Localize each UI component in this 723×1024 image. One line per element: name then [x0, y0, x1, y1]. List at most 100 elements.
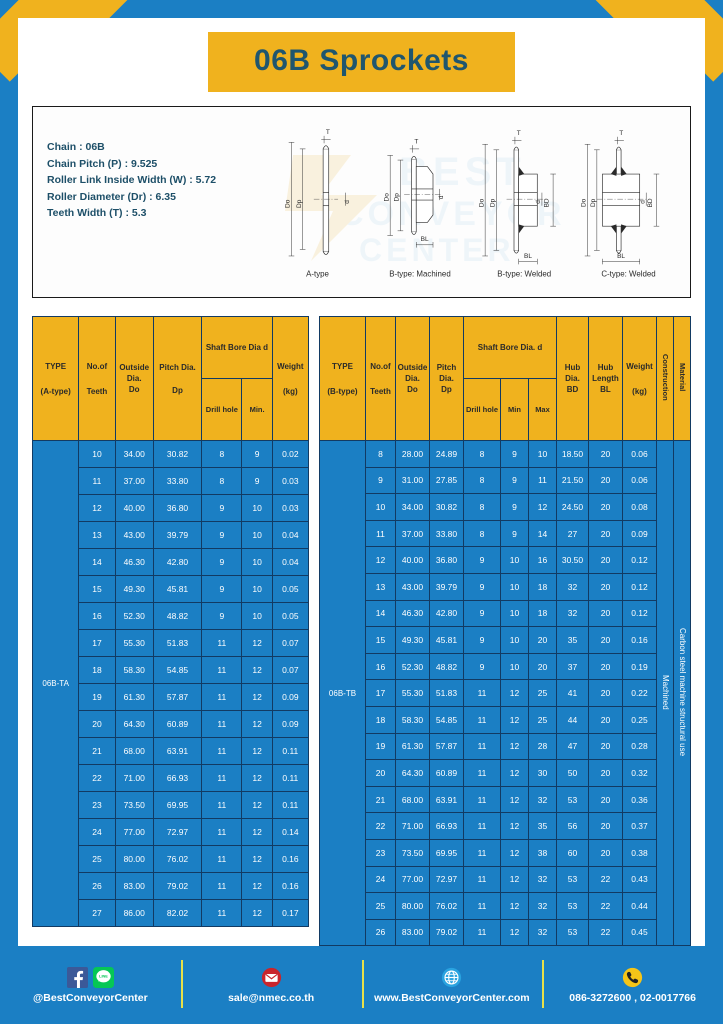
cell-bore-min: 9: [499, 466, 529, 495]
cell-hub-dia: 18.50: [556, 440, 589, 468]
svg-text:Do: Do: [285, 199, 292, 208]
cell-weight: 0.19: [622, 652, 657, 681]
th-b-min: Min: [499, 378, 529, 441]
cell-outside-dia: 46.30: [114, 548, 154, 576]
cell-hub-dia: 56: [556, 812, 589, 840]
th-b-pitch-sym: Dp: [441, 385, 452, 394]
th-b-hub-dia: Hub Dia. BD: [556, 316, 589, 441]
phone-icon[interactable]: [622, 967, 643, 988]
cell-outside-dia: 64.30: [394, 759, 430, 787]
facebook-icon[interactable]: [66, 966, 88, 988]
globe-icon[interactable]: [441, 967, 462, 988]
table-row: 15 49.30 45.81 9 10 0.05: [33, 575, 309, 603]
cell-weight: 0.43: [622, 865, 657, 894]
footer-item-phone[interactable]: 086-3272600 , 02-0017766: [542, 946, 723, 1024]
cell-bore-min: 12: [241, 899, 273, 927]
cell-bore-min: 9: [499, 493, 529, 521]
th-a-outside-sub: Dia.: [126, 374, 142, 383]
table-row: 18 58.30 54.85 11 12 25 44 20 0.25: [319, 705, 690, 734]
cell-hub-length: 20: [588, 493, 623, 521]
th-a-outside-label: Outside: [119, 363, 150, 372]
cell-outside-dia: 37.00: [114, 467, 154, 495]
cell-teeth: 10: [364, 493, 396, 521]
cell-pitch-dia: 79.02: [152, 872, 203, 900]
cell-hub-length: 20: [588, 572, 623, 601]
cell-bore-min: 9: [241, 440, 273, 468]
cell-teeth: 24: [78, 818, 116, 846]
footer-item-email[interactable]: sale@nmec.co.th: [180, 946, 362, 1024]
th-b-teeth: No.of Teeth: [364, 316, 396, 441]
cell-bore-max: 16: [527, 546, 558, 574]
table-row: 22 71.00 66.93 11 12 35 56 20 0.37: [319, 812, 690, 840]
table-row: 21 68.00 63.91 11 12 32 53 20 0.36: [319, 785, 690, 814]
table-row: 18 58.30 54.85 11 12 0.07: [33, 656, 309, 684]
cell-bore-max: 18: [527, 572, 558, 601]
cell-outside-dia: 68.00: [114, 737, 154, 765]
line-icon[interactable]: LINE: [92, 966, 114, 988]
cell-weight: 0.25: [622, 705, 657, 734]
cell-weight: 0.16: [271, 872, 309, 900]
th-b-construction-label: Construction: [660, 353, 670, 401]
cell-outside-dia: 52.30: [394, 652, 430, 681]
cell-hub-dia: 30.50: [556, 546, 589, 574]
cell-bore-max: 30: [527, 759, 558, 787]
footer-item-website[interactable]: www.BestConveyorCenter.com: [361, 946, 543, 1024]
cell-drill-hole: 11: [201, 737, 243, 765]
cell-outside-dia: 34.00: [114, 440, 154, 468]
svg-text:T: T: [517, 130, 521, 137]
footer-item-social[interactable]: LINE @BestConveyorCenter: [0, 946, 181, 1024]
th-b-drill-hole: Drill hole: [462, 378, 501, 441]
table-row: 19 61.30 57.87 11 12 0.09: [33, 683, 309, 711]
cell-pitch-dia: 54.85: [152, 656, 203, 684]
cell-drill-hole: 11: [462, 785, 501, 814]
cell-hub-length: 20: [588, 759, 623, 787]
email-icon[interactable]: [261, 967, 282, 988]
cell-pitch-dia: 63.91: [428, 785, 464, 814]
cell-weight: 0.14: [271, 818, 309, 846]
cell-weight: 0.12: [622, 572, 657, 601]
table-row: 20 64.30 60.89 11 12 0.09: [33, 710, 309, 738]
cell-teeth: 19: [78, 683, 116, 711]
th-b-material-label: Material: [677, 362, 687, 392]
caption-c-welded: C-type: Welded: [601, 269, 655, 278]
th-b-pitch-label: Pitch: [436, 363, 457, 372]
specification-list: Chain : 06B Chain Pitch (P) : 9.525 Roll…: [33, 107, 271, 297]
th-a-teeth: No.of Teeth: [78, 316, 116, 441]
cell-bore-min: 12: [499, 759, 529, 787]
cell-teeth: 21: [78, 737, 116, 765]
cell-hub-length: 20: [588, 679, 623, 707]
cell-outside-dia: 31.00: [394, 466, 430, 495]
social-icons: LINE: [66, 966, 114, 988]
cell-teeth: 17: [364, 679, 396, 707]
th-b-outside-dia: Outside Dia. Do: [394, 316, 430, 441]
footer-label-email: sale@nmec.co.th: [228, 991, 315, 1004]
th-b-hub-dia-label: Hub: [564, 363, 581, 372]
caption-b-machined: B-type: Machined: [389, 269, 451, 278]
cell-teeth: 12: [364, 546, 396, 574]
cell-weight: 0.05: [271, 602, 309, 630]
cell-bore-max: 20: [527, 652, 558, 681]
th-b-max: Max: [527, 378, 558, 441]
cell-weight: 0.11: [271, 737, 309, 765]
cell-bore-min: 12: [241, 872, 273, 900]
table-row: 24 77.00 72.97 11 12 32 53 22 0.43: [319, 865, 690, 894]
cell-pitch-dia: 79.02: [428, 918, 464, 947]
cell-outside-dia: 71.00: [394, 812, 430, 840]
cell-weight: 0.11: [271, 764, 309, 792]
svg-text:BL: BL: [524, 253, 532, 260]
cell-pitch-dia: 72.97: [152, 818, 203, 846]
cell-pitch-dia: 39.79: [428, 572, 464, 601]
cell-outside-dia: 80.00: [114, 845, 154, 873]
cell-bore-min: 10: [241, 548, 273, 576]
cell-bore-max: 18: [527, 599, 558, 628]
drawing-c-welded: T Do: [581, 130, 660, 265]
cell-teeth: 27: [78, 899, 116, 927]
th-a-teeth-sub: Teeth: [86, 386, 108, 396]
cell-material-value-label: Carbon steel machine structural use: [678, 628, 687, 757]
cell-weight: 0.09: [271, 710, 309, 738]
cell-drill-hole: 11: [201, 845, 243, 873]
cell-drill-hole: 9: [462, 626, 501, 654]
table-row: 13 43.00 39.79 9 10 0.04: [33, 521, 309, 549]
cell-outside-dia: 52.30: [114, 602, 154, 630]
svg-text:T: T: [414, 138, 418, 145]
